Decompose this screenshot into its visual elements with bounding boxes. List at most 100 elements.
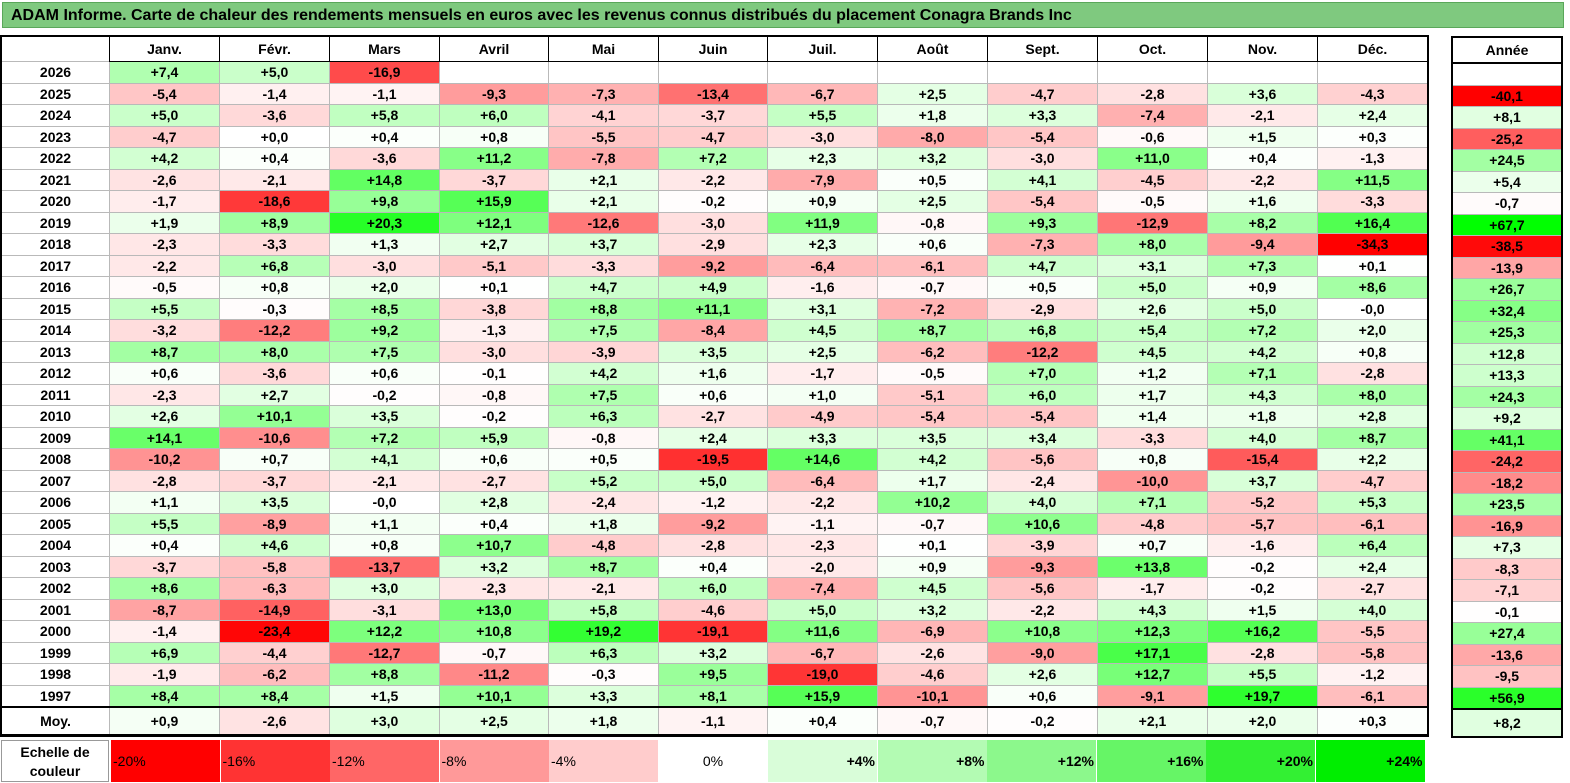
heatmap-cell: +10,2 [877, 491, 988, 514]
heatmap-cell: +8,9 [219, 211, 330, 234]
heatmap-cell: -0,5 [1097, 190, 1208, 213]
heatmap-cell: +3,1 [1097, 254, 1208, 277]
heatmap-cell [548, 61, 659, 84]
month-header: Avril [439, 36, 549, 62]
heatmap-cell: -0,3 [219, 297, 330, 320]
heatmap-cell: +7,1 [1207, 362, 1318, 385]
heatmap-cell: +11,6 [767, 620, 878, 643]
heatmap-cell: -4,9 [767, 405, 878, 428]
heatmap-cell [439, 61, 549, 84]
heatmap-cell: +14,6 [767, 448, 878, 471]
annual-cell: -8,3 [1451, 557, 1563, 580]
heatmap-cell: -5,5 [548, 125, 659, 148]
heatmap-cell: -1,2 [1317, 663, 1428, 686]
heatmap-cell: +7,2 [658, 147, 768, 170]
heatmap-cell: -7,3 [548, 82, 659, 105]
year-label: 2020 [1, 190, 110, 213]
heatmap-cell: +0,6 [109, 362, 220, 385]
heatmap-cell: +14,8 [329, 168, 440, 191]
heatmap-cell: +4,0 [987, 491, 1098, 514]
heatmap-cell: +3,5 [877, 426, 988, 449]
heatmap-cell: +5,9 [439, 426, 549, 449]
month-header: Sept. [987, 36, 1098, 62]
heatmap-cell: -16,9 [329, 61, 440, 84]
annual-cell: -18,2 [1451, 471, 1563, 494]
month-header: Janv. [109, 36, 220, 62]
year-row: 2021 -2,6 -2,1 +14,8 -3,7 +2,1 -2,2 -7,9 +0,5 +4,… [1, 168, 1428, 191]
heatmap-cell: -9,3 [987, 555, 1098, 578]
heatmap-cell: +4,5 [1097, 340, 1208, 363]
heatmap-cell: +4,0 [1207, 426, 1318, 449]
heatmap-cell: +7,0 [987, 362, 1098, 385]
annual-cell: +26,7 [1451, 278, 1563, 301]
heatmap-cell: +5,3 [1317, 491, 1428, 514]
heatmap-cell: +7,5 [548, 383, 659, 406]
color-scale-step: 0% [658, 740, 768, 782]
heatmap-cell: -5,8 [1317, 641, 1428, 664]
average-cell: +0,4 [767, 706, 878, 736]
heatmap-cell: -2,2 [987, 598, 1098, 621]
heatmap-cell: -9,2 [658, 512, 768, 535]
heatmap-cell: -19,5 [658, 448, 768, 471]
heatmap-cell: -1,7 [1097, 577, 1208, 600]
heatmap-cell: -1,9 [109, 663, 220, 686]
year-row: 2009 +14,1 -10,6 +7,2 +5,9 -0,8 +2,4 +3,3 +3,5 +3… [1, 426, 1428, 449]
heatmap-cell: -4,7 [658, 125, 768, 148]
heatmap-cell: +15,9 [439, 190, 549, 213]
heatmap-cell: -5,4 [987, 405, 1098, 428]
heatmap-cell: -6,1 [877, 254, 988, 277]
annual-cell: -0,7 [1451, 192, 1563, 215]
year-row: 2008 -10,2 +0,7 +4,1 +0,6 +0,5 -19,5 +14,6 +4,2-… [1, 448, 1428, 471]
color-scale-step: +20% [1206, 740, 1315, 782]
heatmap-cell: -3,8 [439, 297, 549, 320]
heatmap-cell: +8,0 [1317, 383, 1428, 406]
heatmap-cell: +1,0 [767, 383, 878, 406]
heatmap-cell: -2,3 [109, 233, 220, 256]
heatmap-cell: -3,7 [439, 168, 549, 191]
heatmap-cell: -5,6 [987, 448, 1098, 471]
heatmap-cell: +2,6 [109, 405, 220, 428]
annual-header: Année [1451, 36, 1563, 64]
heatmap-cell: +9,8 [329, 190, 440, 213]
heatmap-cell: -1,4 [219, 82, 330, 105]
heatmap-cell: -0,5 [877, 362, 988, 385]
heatmap-cell: +0,1 [877, 534, 988, 557]
heatmap-cell: -4,5 [1097, 168, 1208, 191]
heatmap-cell: +2,0 [329, 276, 440, 299]
heatmap-cell: -3,6 [219, 362, 330, 385]
heatmap-cell: -3,0 [767, 125, 878, 148]
heatmap-cell: -6,7 [767, 82, 878, 105]
annual-cell: -40,1 [1451, 84, 1563, 107]
heatmap-cell: -3,7 [658, 104, 768, 127]
annual-cell: -25,2 [1451, 127, 1563, 150]
heatmap-cell: +2,2 [1317, 448, 1428, 471]
heatmap-cell: +3,5 [329, 405, 440, 428]
heatmap-cell: -3,0 [329, 254, 440, 277]
heatmap-cell: -0,2 [1207, 577, 1318, 600]
heatmap-cell: -3,3 [548, 254, 659, 277]
heatmap-cell: -13,7 [329, 555, 440, 578]
heatmap-cell: +1,5 [1207, 125, 1318, 148]
month-header: Mai [548, 36, 659, 62]
annual-cell: -13,6 [1451, 643, 1563, 666]
heatmap-cell: +4,3 [1097, 598, 1208, 621]
heatmap-cell: +2,6 [987, 663, 1098, 686]
heatmap-cell: -5,6 [987, 577, 1098, 600]
heatmap-cell: +8,7 [877, 319, 988, 342]
year-label: 2022 [1, 147, 110, 170]
heatmap-cell [1207, 61, 1318, 84]
annual-cell: -9,5 [1451, 665, 1563, 688]
heatmap-cell: -0,2 [329, 383, 440, 406]
heatmap-cell: +0,6 [987, 684, 1098, 708]
year-row: 2005 +5,5 -8,9 +1,1 +0,4 +1,8 -9,2 -1,1 -0,7 +10,… [1, 512, 1428, 535]
year-label: 2025 [1, 82, 110, 105]
annual-returns-column: Année -40,1 +8,1 -25,2 +24,5 +5,4 -0,7 +67,7 -3… [1451, 36, 1563, 738]
heatmap-cell: +7,2 [1207, 319, 1318, 342]
heatmap-cell: -6,2 [219, 663, 330, 686]
heatmap-cell: -3,7 [109, 555, 220, 578]
heatmap-cell: +8,1 [658, 684, 768, 708]
heatmap-cell: -3,2 [109, 319, 220, 342]
heatmap-cell: -2,0 [767, 555, 878, 578]
color-scale-label: Echelle de couleur [1, 740, 109, 782]
heatmap-cell: -2,8 [1097, 82, 1208, 105]
